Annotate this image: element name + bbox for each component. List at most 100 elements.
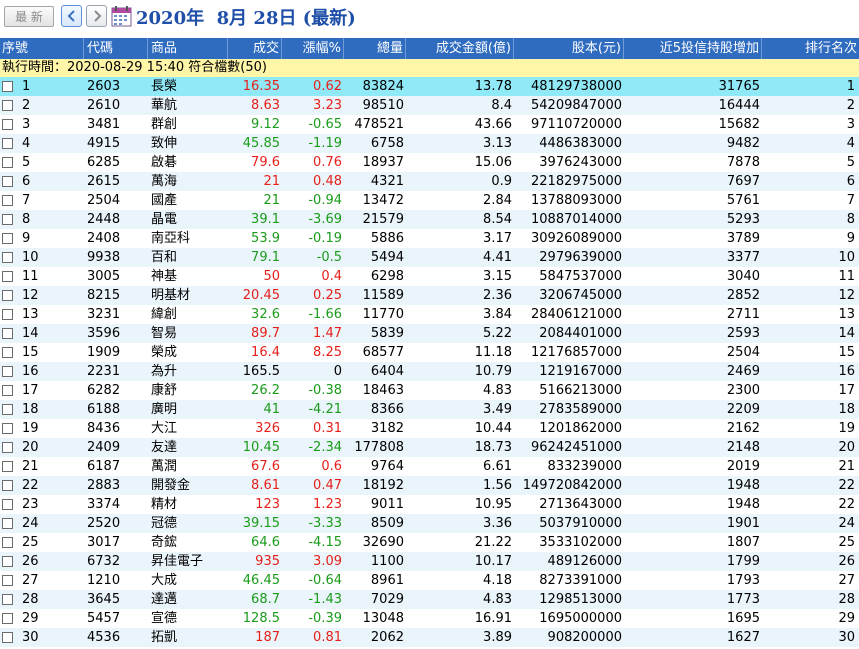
col-header-trust-increase[interactable]: 近5投信持股增加 — [624, 38, 762, 59]
cell-name: 華航 — [151, 98, 178, 113]
col-header-code[interactable]: 代碼 — [84, 38, 148, 59]
table-row[interactable]: 3 3481 群創 9.12 -0.65 478521 43.66 97110720000 15… — [0, 115, 859, 134]
table-row[interactable]: 1 2603 長榮 16.35 0.62 83824 13.78 48129738000 317… — [0, 77, 859, 96]
calendar-icon[interactable] — [111, 5, 132, 27]
row-checkbox[interactable] — [2, 328, 13, 339]
table-row[interactable]: 5 6285 啟碁 79.6 0.76 18937 15.06 3976243000 7878 5 — [0, 153, 859, 172]
row-checkbox[interactable] — [2, 442, 13, 453]
table-row[interactable]: 24 2520 冠德 39.15 -3.33 8509 3.36 5037910000 1901… — [0, 514, 859, 533]
cell-volume: 3182 — [370, 421, 404, 436]
table-row[interactable]: 14 3596 智易 89.7 1.47 5839 5.22 2084401000 2593 14 — [0, 324, 859, 343]
table-row[interactable]: 23 3374 精材 123 1.23 9011 10.95 2713643000 1948 22 — [0, 495, 859, 514]
cell-change: 0.76 — [313, 155, 342, 170]
table-row[interactable]: 13 3231 緯創 32.6 -1.66 11770 3.84 28406121000 271… — [0, 305, 859, 324]
table-row[interactable]: 18 6188 廣明 41 -4.21 8366 3.49 2783589000 2209 18 — [0, 400, 859, 419]
table-row[interactable]: 2 2610 華航 8.63 3.23 98510 8.4 54209847000 16444 2 — [0, 96, 859, 115]
table-row[interactable]: 12 8215 明基材 20.45 0.25 11589 2.36 3206745000 285… — [0, 286, 859, 305]
row-checkbox[interactable] — [2, 100, 13, 111]
row-checkbox[interactable] — [2, 252, 13, 263]
table-row[interactable]: 29 5457 宣德 128.5 -0.39 13048 16.91 1695000000 16… — [0, 609, 859, 628]
table-row[interactable]: 25 3017 奇鋐 64.6 -4.15 32690 21.22 3533102000 180… — [0, 533, 859, 552]
row-checkbox[interactable] — [2, 385, 13, 396]
toolbar: 最 新 2020年 8月 28日 (最新) — [0, 0, 859, 36]
row-checkbox[interactable] — [2, 423, 13, 434]
row-checkbox[interactable] — [2, 81, 13, 92]
cell-price: 123 — [255, 497, 280, 512]
table-row[interactable]: 26 6732 昇佳電子 935 3.09 1100 10.17 489126000 1799 2… — [0, 552, 859, 571]
table-row[interactable]: 30 4536 拓凱 187 0.81 2062 3.89 908200000 1627 30 — [0, 628, 859, 647]
cell-code: 2448 — [87, 212, 121, 227]
table-row[interactable]: 16 2231 為升 165.5 0 6404 10.79 1219167000 2469 16 — [0, 362, 859, 381]
col-header-volume[interactable]: 總量 — [344, 38, 406, 59]
previous-day-button[interactable] — [61, 5, 82, 27]
table-row[interactable]: 15 1909 榮成 16.4 8.25 68577 11.18 12176857000 250… — [0, 343, 859, 362]
row-checkbox[interactable] — [2, 214, 13, 225]
cell-price: 16.35 — [242, 79, 280, 94]
table-row[interactable]: 4 4915 致伸 45.85 -1.19 6758 3.13 4486383000 9482 4 — [0, 134, 859, 153]
cell-trust-increase: 1793 — [726, 573, 760, 588]
row-checkbox[interactable] — [2, 138, 13, 149]
cell-volume: 11589 — [362, 288, 404, 303]
row-checkbox[interactable] — [2, 499, 13, 510]
row-checkbox[interactable] — [2, 347, 13, 358]
col-header-price[interactable]: 成交 — [228, 38, 282, 59]
table-row[interactable]: 7 2504 國產 21 -0.94 13472 2.84 13788093000 5761 7 — [0, 191, 859, 210]
table-row[interactable]: 9 2408 南亞科 53.9 -0.19 5886 3.17 30926089000 3789… — [0, 229, 859, 248]
table-row[interactable]: 11 3005 神基 50 0.4 6298 3.15 5847537000 3040 11 — [0, 267, 859, 286]
cell-rank: 10 — [838, 250, 855, 265]
row-checkbox[interactable] — [2, 157, 13, 168]
next-day-button[interactable] — [86, 5, 107, 27]
row-checkbox[interactable] — [2, 518, 13, 529]
cell-change: -3.69 — [308, 212, 342, 227]
table-row[interactable]: 22 2883 開發金 8.61 0.47 18192 1.56 149720842000 19… — [0, 476, 859, 495]
row-checkbox[interactable] — [2, 233, 13, 244]
cell-change: 1.47 — [313, 326, 342, 341]
table-row[interactable]: 21 6187 萬潤 67.6 0.6 9764 6.61 833239000 2019 21 — [0, 457, 859, 476]
cell-volume: 5494 — [370, 250, 404, 265]
row-checkbox[interactable] — [2, 556, 13, 567]
table-row[interactable]: 10 9938 百和 79.1 -0.5 5494 4.41 2979639000 3377 10 — [0, 248, 859, 267]
row-checkbox[interactable] — [2, 575, 13, 586]
row-checkbox[interactable] — [2, 461, 13, 472]
cell-change: 8.25 — [313, 345, 342, 360]
col-header-name[interactable]: 商品 — [148, 38, 228, 59]
latest-button[interactable]: 最 新 — [4, 6, 54, 27]
cell-name: 宣德 — [151, 611, 178, 626]
col-header-capital[interactable]: 股本(元) — [514, 38, 624, 59]
table-row[interactable]: 6 2615 萬海 21 0.48 4321 0.9 22182975000 7697 6 — [0, 172, 859, 191]
cell-seq: 28 — [22, 592, 39, 607]
table-row[interactable]: 19 8436 大江 326 0.31 3182 10.44 1201862000 2162 19 — [0, 419, 859, 438]
table-row[interactable]: 20 2409 友達 10.45 -2.34 177808 18.73 96242451000… — [0, 438, 859, 457]
table-row[interactable]: 17 6282 康舒 26.2 -0.38 18463 4.83 5166213000 2300… — [0, 381, 859, 400]
row-checkbox[interactable] — [2, 537, 13, 548]
row-checkbox[interactable] — [2, 632, 13, 643]
cell-capital: 5166213000 — [539, 383, 622, 398]
cell-capital: 1219167000 — [539, 364, 622, 379]
cell-trust-increase: 1807 — [726, 535, 760, 550]
row-checkbox[interactable] — [2, 404, 13, 415]
row-checkbox[interactable] — [2, 271, 13, 282]
cell-rank: 14 — [838, 326, 855, 341]
row-checkbox[interactable] — [2, 290, 13, 301]
row-checkbox[interactable] — [2, 613, 13, 624]
table-row[interactable]: 28 3645 達邁 68.7 -1.43 7029 4.83 1298513000 1773 2… — [0, 590, 859, 609]
row-checkbox[interactable] — [2, 195, 13, 206]
cell-change: -1.43 — [308, 592, 342, 607]
row-checkbox[interactable] — [2, 119, 13, 130]
col-header-seq[interactable]: 序號 — [0, 38, 84, 59]
col-header-change[interactable]: 漲幅% — [282, 38, 344, 59]
row-checkbox[interactable] — [2, 366, 13, 377]
col-header-amount[interactable]: 成交金額(億) — [406, 38, 514, 59]
table-row[interactable]: 8 2448 晶電 39.1 -3.69 21579 8.54 10887014000 5293… — [0, 210, 859, 229]
cell-amount: 18.73 — [474, 440, 512, 455]
cell-code: 3645 — [87, 592, 121, 607]
cell-price: 46.45 — [242, 573, 280, 588]
row-checkbox[interactable] — [2, 176, 13, 187]
row-checkbox[interactable] — [2, 480, 13, 491]
table-row[interactable]: 27 1210 大成 46.45 -0.64 8961 4.18 8273391000 1793… — [0, 571, 859, 590]
row-checkbox[interactable] — [2, 594, 13, 605]
cell-price: 26.2 — [251, 383, 280, 398]
row-checkbox[interactable] — [2, 309, 13, 320]
cell-rank: 26 — [838, 554, 855, 569]
col-header-rank[interactable]: 排行名次 — [804, 41, 857, 56]
